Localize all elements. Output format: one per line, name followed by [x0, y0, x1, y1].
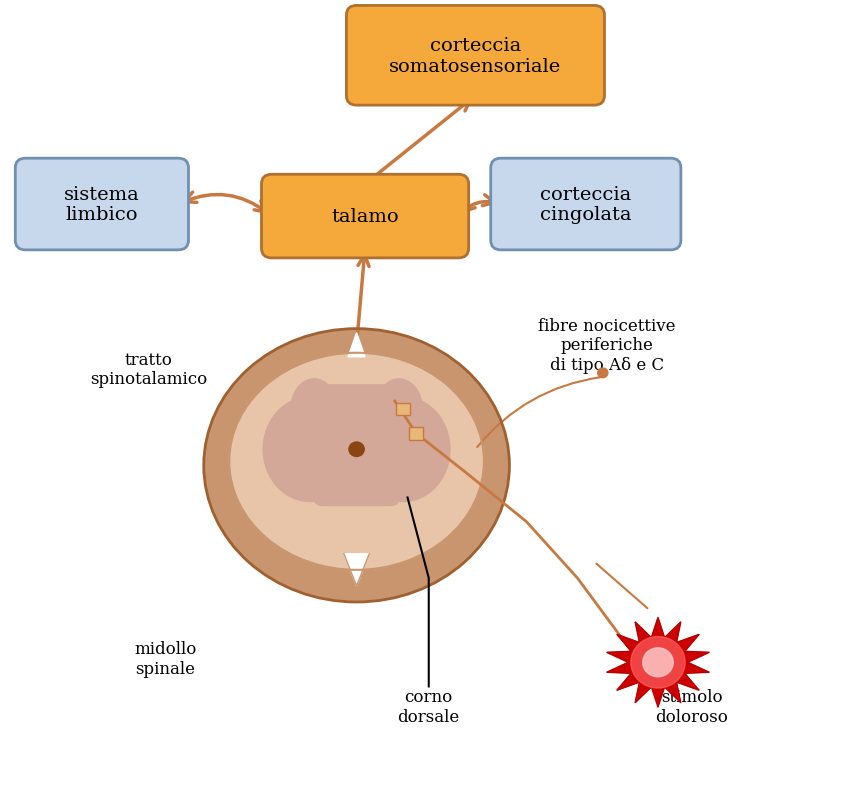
Polygon shape — [348, 333, 365, 357]
Ellipse shape — [229, 353, 484, 570]
Polygon shape — [344, 554, 369, 586]
FancyBboxPatch shape — [346, 6, 604, 106]
Ellipse shape — [204, 329, 509, 602]
Circle shape — [631, 637, 685, 688]
Text: tratto
spinotalamico: tratto spinotalamico — [90, 351, 207, 388]
Ellipse shape — [263, 397, 357, 502]
Circle shape — [598, 369, 608, 378]
FancyBboxPatch shape — [15, 159, 188, 251]
Ellipse shape — [375, 380, 422, 440]
Text: corteccia
somatosensoriale: corteccia somatosensoriale — [390, 37, 561, 75]
Text: fibre nocicettive
periferiche
di tipo Aδ e C: fibre nocicettive periferiche di tipo Aδ… — [538, 317, 676, 373]
Circle shape — [349, 442, 364, 457]
Text: corteccia
cingolata: corteccia cingolata — [540, 185, 632, 224]
Polygon shape — [607, 618, 709, 707]
Text: stimolo
doloroso: stimolo doloroso — [655, 688, 728, 725]
Ellipse shape — [357, 397, 450, 502]
FancyBboxPatch shape — [491, 159, 681, 251]
Text: sistema
limbico: sistema limbico — [64, 185, 140, 224]
Circle shape — [643, 648, 673, 677]
Bar — [409, 427, 423, 440]
Text: midollo
spinale: midollo spinale — [134, 640, 197, 677]
Bar — [396, 403, 410, 416]
Text: talamo: talamo — [331, 208, 399, 226]
Text: corno
dorsale: corno dorsale — [397, 688, 460, 725]
Ellipse shape — [290, 380, 338, 440]
FancyBboxPatch shape — [314, 385, 399, 506]
FancyBboxPatch shape — [261, 175, 469, 259]
